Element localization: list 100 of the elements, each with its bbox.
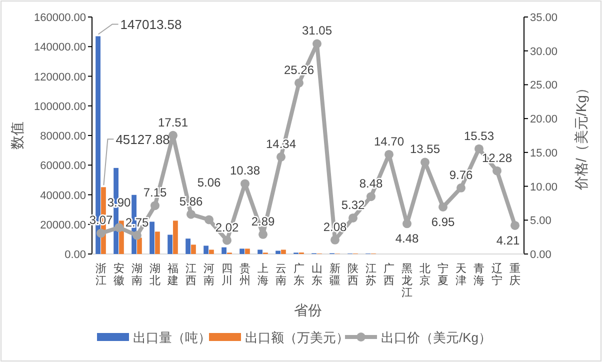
x-tick-label: 广西 [384, 262, 394, 287]
y2-tick-label: 20.00 [530, 114, 558, 126]
bar [240, 248, 244, 254]
data-label: 9.76 [449, 168, 473, 182]
point [222, 236, 232, 245]
data-label: 10.38 [230, 164, 260, 178]
point [150, 201, 160, 210]
data-label: 2.02 [215, 220, 239, 234]
x-tick-label: 四川 [222, 263, 232, 287]
y2-tick-label: 5.00 [530, 215, 552, 228]
data-label: 31.05 [302, 24, 332, 38]
y-tick-label: 100000.00 [34, 100, 86, 113]
bar [186, 238, 190, 254]
x-tick-label: 新疆 [330, 262, 340, 287]
data-label: 15.53 [464, 128, 494, 143]
x-tick-label: 湖北 [150, 263, 160, 287]
point [384, 150, 394, 159]
y-tick-label: 0.00 [64, 249, 86, 261]
point [132, 230, 142, 240]
point [204, 215, 214, 224]
point [276, 152, 286, 162]
y2-tick-label: 0.00 [530, 249, 552, 261]
x-tick-label: 广东 [294, 262, 304, 287]
point [114, 223, 124, 232]
x-tick-label: 重庆 [510, 262, 520, 287]
bar [137, 238, 142, 254]
bar [258, 250, 262, 254]
data-label: 2.08 [323, 220, 347, 234]
data-label: 25.26 [284, 62, 314, 77]
data-label: 5.86 [179, 194, 203, 208]
x-tick-label: 山东 [312, 262, 322, 287]
x-axis-title: 省份 [294, 302, 322, 318]
point [96, 228, 106, 238]
y-axis-title: 数值 [9, 122, 25, 150]
x-tick-label: 安徽 [114, 262, 124, 287]
x-tick-label: 陕西 [348, 263, 358, 287]
x-tick-label: 上海 [258, 262, 268, 287]
y-tick-label: 60000.00 [40, 160, 86, 172]
point [438, 202, 448, 212]
x-tick-label: 辽宁 [492, 263, 502, 287]
y2-tick-label: 35.00 [530, 12, 558, 24]
data-label: 147013.58 [120, 17, 182, 32]
data-label: 45127.88 [116, 132, 170, 148]
data-label: 13.55 [410, 142, 440, 156]
x-tick-label: 贵州 [240, 262, 250, 287]
x-tick-label: 浙江 [96, 262, 106, 287]
x-tick-label: 天津 [456, 263, 466, 287]
x-tick-label: 湖南 [132, 263, 142, 287]
y2-tick-label: 25.00 [530, 80, 558, 92]
x-tick-label: 江苏 [366, 263, 376, 287]
y-tick-label: 80000.00 [40, 130, 86, 142]
point [330, 235, 340, 244]
data-label: 6.95 [431, 214, 455, 229]
point [474, 144, 484, 154]
x-tick-label: 云南 [276, 263, 286, 287]
data-label: 3.07 [89, 213, 113, 228]
point [510, 220, 520, 230]
bar [245, 248, 250, 254]
bar [281, 250, 286, 254]
bar [276, 250, 280, 254]
point [366, 192, 376, 202]
bar [209, 250, 214, 254]
legend-label: 出口价（美元/Kg） [381, 330, 492, 345]
y-tick-label: 40000.00 [40, 190, 86, 202]
data-label: 5.32 [341, 198, 365, 212]
y-tick-label: 20000.00 [40, 219, 86, 232]
x-tick-label: 黑龙江 [402, 263, 412, 299]
point [402, 219, 412, 228]
data-label: 2.89 [251, 214, 275, 228]
point [348, 213, 358, 222]
data-label: 12.28 [482, 150, 512, 165]
bar [204, 246, 208, 254]
y2-tick-label: 10.00 [530, 181, 558, 194]
x-tick-label: 福建 [166, 262, 178, 287]
x-tick-label: 江西 [186, 263, 196, 287]
bar [150, 222, 154, 254]
point [492, 166, 502, 176]
bar [155, 232, 160, 254]
bar [168, 234, 172, 254]
legend-label: 出口量（吨） [133, 330, 211, 345]
data-label: 8.48 [359, 176, 383, 191]
y-tick-label: 160000.00 [34, 12, 86, 24]
data-label: 4.21 [496, 233, 520, 248]
y-tick-label: 120000.00 [34, 71, 86, 84]
x-tick-label: 青海 [474, 262, 484, 287]
data-label: 4.48 [395, 232, 419, 246]
data-label: 7.15 [143, 186, 167, 200]
bar [222, 247, 226, 254]
legend-label: 出口额（万美元） [245, 330, 349, 345]
x-tick-label: 宁夏 [438, 262, 448, 287]
bar [173, 220, 178, 254]
y2-axis-title: 价格/（美元/Kg） [573, 81, 589, 191]
x-tick-label: 河南 [204, 263, 214, 287]
point [456, 183, 466, 192]
point [168, 130, 178, 140]
point [294, 78, 304, 88]
y-tick-label: 140000.00 [34, 42, 86, 54]
bar [191, 244, 196, 254]
data-label: 14.34 [266, 136, 296, 151]
y2-tick-label: 15.00 [530, 147, 558, 160]
